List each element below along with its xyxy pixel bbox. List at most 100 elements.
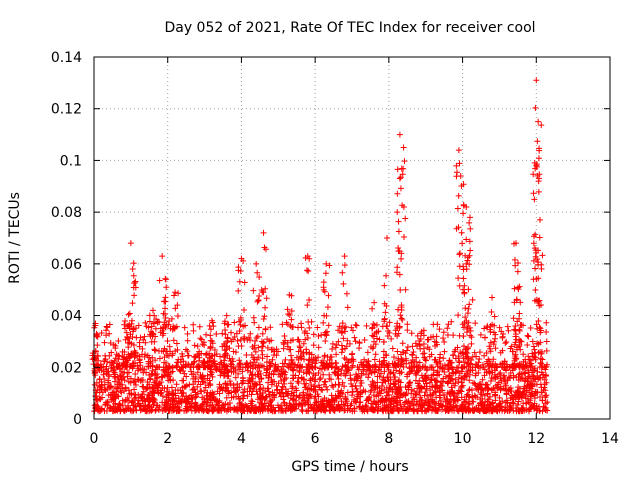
- data-point: [365, 374, 372, 381]
- data-point: [170, 407, 177, 414]
- data-point: [437, 392, 444, 399]
- data-point: [258, 375, 265, 382]
- data-point: [400, 165, 407, 172]
- data-point: [132, 382, 139, 389]
- data-point: [443, 395, 450, 402]
- data-point: [469, 353, 476, 360]
- data-point: [286, 346, 293, 353]
- data-point: [487, 326, 494, 333]
- data-point: [154, 402, 161, 409]
- data-point: [397, 379, 404, 386]
- data-point: [483, 324, 490, 331]
- data-point: [131, 377, 138, 384]
- data-point: [521, 378, 528, 385]
- data-point: [164, 391, 171, 398]
- data-point: [426, 353, 433, 360]
- data-point: [420, 340, 427, 347]
- data-point: [453, 162, 460, 169]
- data-point: [248, 372, 255, 379]
- data-point: [536, 216, 543, 223]
- data-point: [398, 369, 405, 376]
- data-point: [388, 335, 395, 342]
- data-point: [102, 387, 109, 394]
- data-point: [115, 376, 122, 383]
- data-point: [408, 363, 415, 370]
- data-point: [335, 381, 342, 388]
- data-point: [135, 322, 142, 329]
- data-point: [471, 407, 478, 414]
- data-point: [114, 392, 121, 399]
- data-point: [422, 389, 429, 396]
- data-point: [341, 383, 348, 390]
- data-point: [460, 263, 467, 270]
- data-point: [335, 375, 342, 382]
- data-point: [199, 341, 206, 348]
- data-point: [113, 406, 120, 413]
- data-point: [227, 380, 234, 387]
- data-point: [164, 337, 171, 344]
- data-point: [441, 339, 448, 346]
- data-point: [156, 277, 163, 284]
- data-point: [455, 312, 462, 319]
- data-point: [300, 340, 307, 347]
- data-point: [241, 307, 248, 314]
- data-point: [239, 389, 246, 396]
- data-point: [330, 396, 337, 403]
- data-point: [203, 331, 210, 338]
- data-point: [94, 342, 101, 349]
- data-point: [510, 400, 517, 407]
- data-point: [332, 370, 339, 377]
- data-point: [296, 392, 303, 399]
- data-point: [170, 377, 177, 384]
- data-point: [223, 343, 230, 350]
- data-point: [467, 361, 474, 368]
- data-point: [457, 387, 464, 394]
- data-point: [298, 406, 305, 413]
- data-point: [306, 324, 313, 331]
- data-point: [101, 339, 108, 346]
- data-point: [341, 262, 348, 269]
- data-point: [310, 331, 317, 338]
- data-point: [448, 384, 455, 391]
- data-point: [419, 350, 426, 357]
- data-point: [230, 384, 237, 391]
- data-point: [260, 340, 267, 347]
- data-point: [295, 324, 302, 331]
- data-point: [344, 337, 351, 344]
- data-point: [108, 349, 115, 356]
- data-point: [295, 374, 302, 381]
- data-point: [512, 339, 519, 346]
- data-point: [466, 406, 473, 413]
- data-point: [544, 407, 551, 414]
- data-point: [288, 405, 295, 412]
- data-point: [303, 346, 310, 353]
- data-point: [110, 341, 117, 348]
- data-point: [340, 335, 347, 342]
- data-point: [524, 332, 531, 339]
- data-point: [537, 302, 544, 309]
- data-point: [433, 408, 440, 415]
- data-point: [106, 383, 113, 390]
- data-point: [192, 354, 199, 361]
- data-point: [332, 359, 339, 366]
- data-point: [241, 392, 248, 399]
- data-point: [131, 292, 138, 299]
- data-point: [121, 377, 128, 384]
- data-point: [397, 312, 404, 319]
- data-point: [320, 284, 327, 291]
- data-point: [138, 377, 145, 384]
- data-point: [400, 144, 407, 151]
- data-point: [323, 260, 330, 267]
- data-point: [200, 408, 207, 415]
- data-point: [201, 399, 208, 406]
- data-point: [398, 302, 405, 309]
- data-point: [390, 369, 397, 376]
- data-point: [293, 393, 300, 400]
- data-point: [222, 380, 229, 387]
- data-point: [122, 396, 129, 403]
- data-point: [118, 375, 125, 382]
- data-point: [415, 401, 422, 408]
- data-point: [338, 387, 345, 394]
- data-point: [235, 267, 242, 274]
- data-point: [449, 387, 456, 394]
